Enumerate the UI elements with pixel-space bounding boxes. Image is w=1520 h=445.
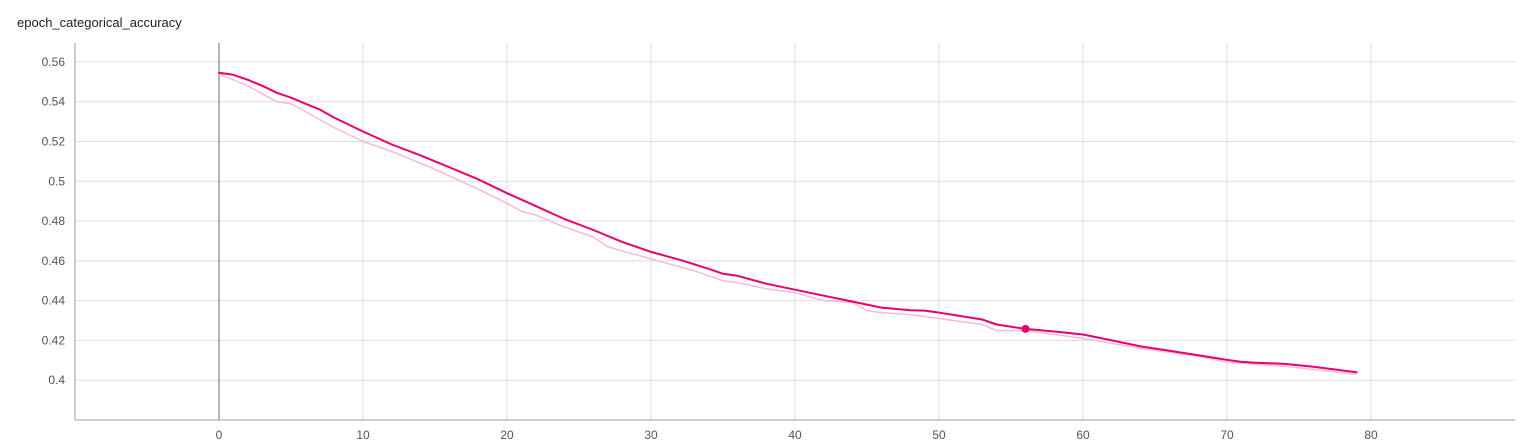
y-tick-labels: 0.4 0.42 0.44 0.46 0.48 0.5 0.52 0.54 0.56 [42, 55, 66, 387]
y-tick-label: 0.46 [42, 254, 66, 268]
x-tick-label: 40 [788, 428, 802, 442]
series-lines [218, 71, 1358, 375]
x-tick-label: 60 [1076, 428, 1090, 442]
x-tick-labels: 0 10 20 30 40 50 60 70 80 [216, 428, 1378, 442]
y-tick-label: 0.44 [42, 294, 66, 308]
gridlines [75, 43, 1515, 420]
y-tick-label: 0.48 [42, 214, 66, 228]
y-tick-label: 0.42 [42, 333, 66, 347]
y-tick-label: 0.52 [42, 134, 66, 148]
x-tick-label: 0 [216, 428, 223, 442]
y-tick-label: 0.4 [48, 373, 65, 387]
raw-series-line [218, 73, 1358, 375]
y-tick-label: 0.5 [48, 174, 65, 188]
y-tick-label: 0.54 [42, 95, 66, 109]
axes [74, 43, 1515, 421]
smoothed-series-line [218, 71, 1358, 374]
x-tick-label: 30 [644, 428, 658, 442]
highlight-point[interactable] [1021, 324, 1030, 333]
x-tick-label: 70 [1220, 428, 1234, 442]
markers [1021, 324, 1030, 333]
y-tick-label: 0.56 [42, 55, 66, 69]
x-tick-label: 10 [356, 428, 370, 442]
x-tick-label: 80 [1364, 428, 1378, 442]
chart-title: epoch_categorical_accuracy [17, 15, 182, 30]
x-tick-label: 20 [500, 428, 514, 442]
x-tick-label: 50 [932, 428, 946, 442]
